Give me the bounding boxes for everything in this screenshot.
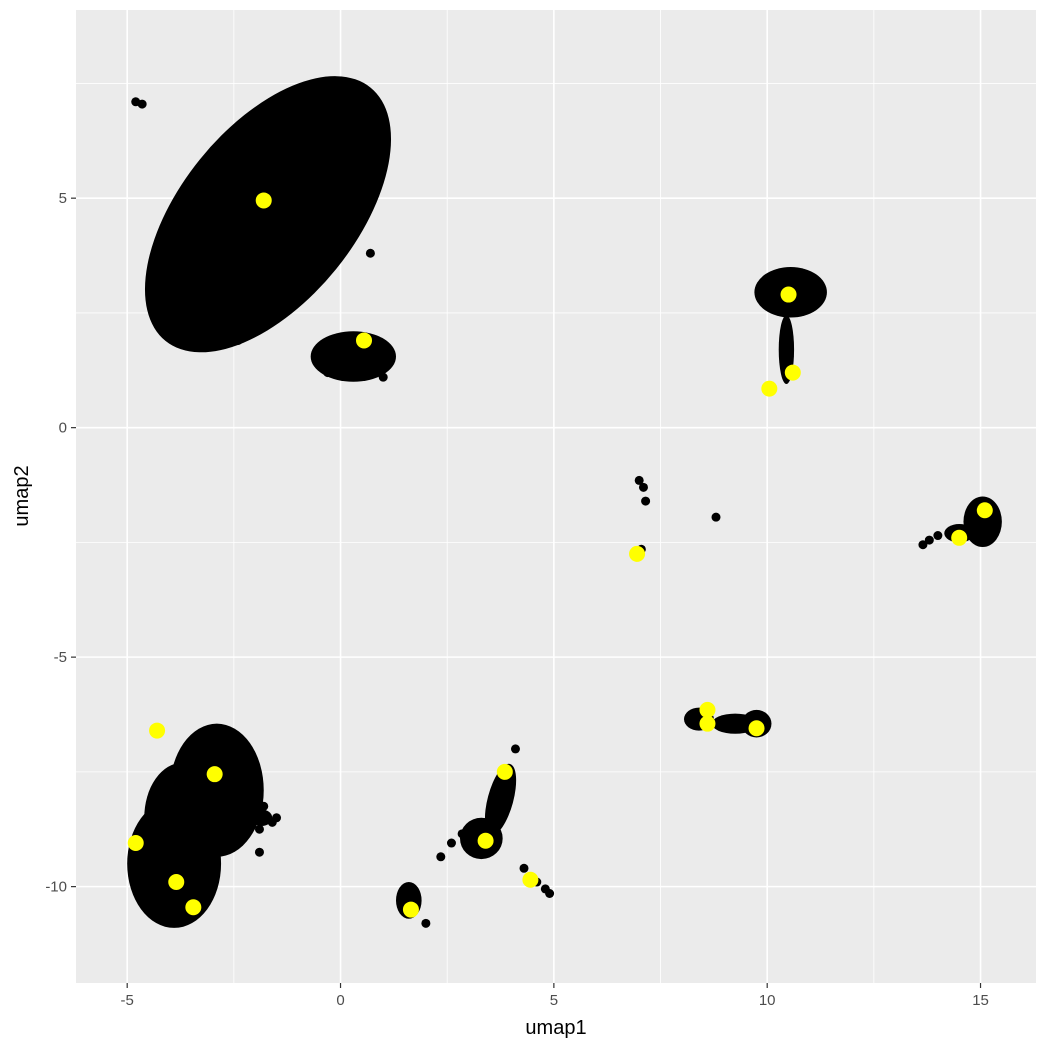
x-tick-label: 10 <box>759 992 776 1009</box>
data-point <box>510 744 520 754</box>
data-point <box>323 143 333 153</box>
cluster-region-2 <box>310 331 397 382</box>
highlighted-point <box>255 192 272 209</box>
data-point <box>545 889 555 899</box>
x-axis-title: umap1 <box>525 1017 586 1039</box>
data-point <box>254 847 264 857</box>
data-point <box>323 368 333 378</box>
data-point <box>634 475 644 485</box>
x-tick-label: -5 <box>121 992 134 1009</box>
data-point <box>244 810 254 820</box>
data-point <box>259 801 269 811</box>
data-point <box>638 482 648 492</box>
y-tick-label: -5 <box>54 649 67 666</box>
highlighted-point <box>761 380 778 397</box>
data-point <box>641 496 651 506</box>
highlighted-point <box>780 286 797 303</box>
y-axis: 5 0 -5 -10 <box>45 190 76 896</box>
data-point <box>254 824 264 834</box>
data-point <box>137 99 147 109</box>
highlighted-point <box>356 332 372 349</box>
data-point <box>365 248 375 258</box>
highlighted-point <box>699 701 716 718</box>
data-point <box>519 863 529 873</box>
data-point <box>267 817 277 827</box>
data-point <box>784 335 794 345</box>
highlighted-point <box>629 545 646 562</box>
major-grid <box>76 10 1036 983</box>
highlighted-point <box>206 766 223 783</box>
cluster-region-14 <box>484 763 517 836</box>
highlighted-point <box>127 835 144 852</box>
highlighted-point <box>976 502 993 519</box>
data-point <box>933 531 943 541</box>
data-point <box>340 184 350 194</box>
x-axis: -5 0 5 10 15 <box>121 983 989 1009</box>
highlighted-points <box>127 192 993 918</box>
highlighted-point <box>402 901 419 918</box>
highlighted-point <box>951 529 968 546</box>
data-point <box>436 852 446 862</box>
data-point <box>446 838 456 848</box>
highlighted-point <box>748 720 765 737</box>
data-point <box>924 535 934 545</box>
highlighted-point <box>496 763 513 780</box>
highlighted-point <box>784 364 801 381</box>
highlighted-point <box>185 899 202 916</box>
y-tick-label: 0 <box>59 420 67 437</box>
highlighted-point <box>168 874 185 891</box>
data-point <box>711 512 721 522</box>
highlighted-point <box>522 871 539 888</box>
highlighted-point <box>477 832 494 849</box>
data-point <box>457 829 467 839</box>
data-point <box>376 349 386 359</box>
data-point <box>237 822 247 832</box>
x-tick-label: 0 <box>336 992 344 1009</box>
x-tick-label: 15 <box>972 992 989 1009</box>
data-point <box>378 372 388 382</box>
cluster-region-16 <box>250 809 273 827</box>
y-axis-title: umap2 <box>11 465 33 526</box>
highlighted-point <box>699 715 716 732</box>
cluster-region-12 <box>144 762 222 873</box>
data-point <box>421 918 431 928</box>
x-tick-label: 5 <box>550 992 558 1009</box>
data-point <box>233 335 243 345</box>
highlighted-point <box>149 722 166 739</box>
data-point <box>918 540 928 550</box>
y-tick-label: -10 <box>45 879 67 896</box>
y-tick-label: 5 <box>59 190 67 207</box>
data-point <box>781 349 791 359</box>
